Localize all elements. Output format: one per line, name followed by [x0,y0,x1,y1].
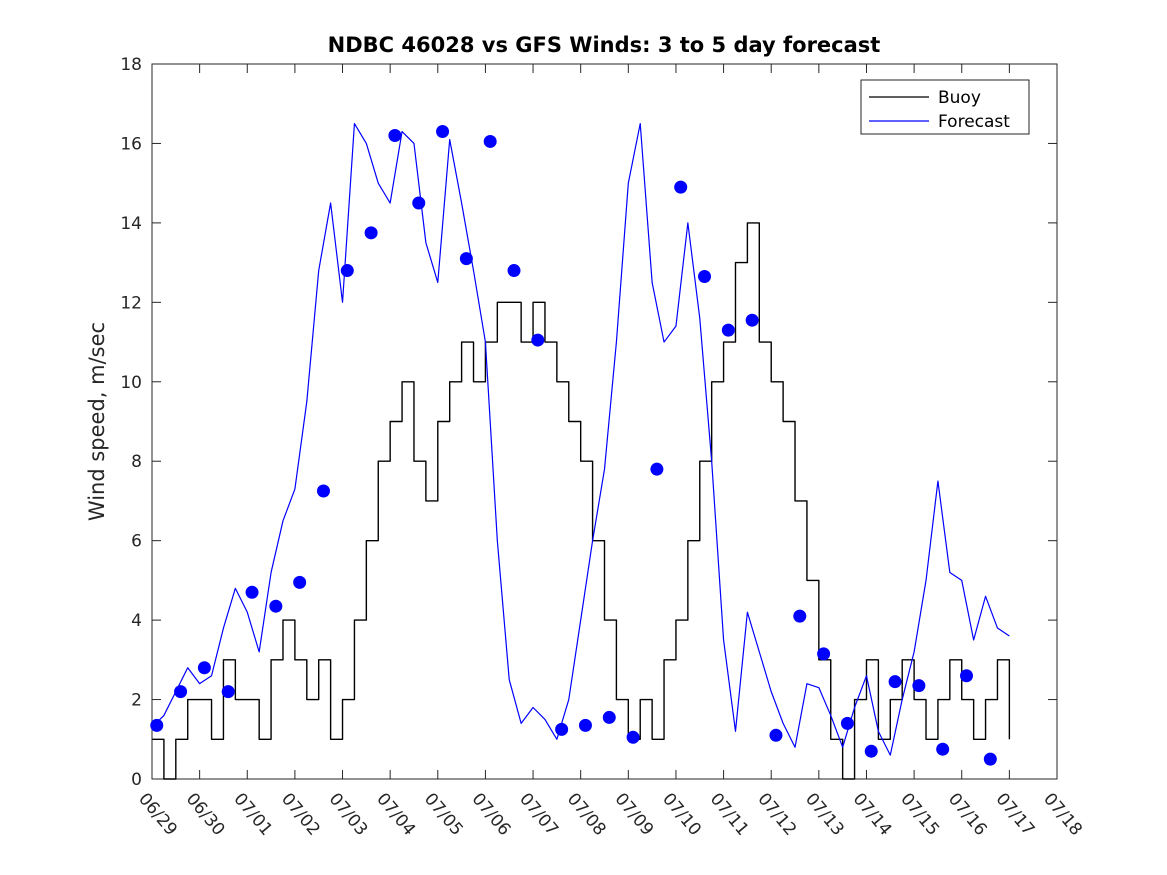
x-tick-label: 06/30 [182,789,229,839]
x-tick-label: 07/15 [896,789,943,839]
x-tick-label: 07/04 [372,789,419,839]
chart-title: NDBC 46028 vs GFS Winds: 3 to 5 day fore… [328,33,881,57]
forecast-marker [245,585,259,599]
axes-box [151,63,1058,780]
x-tick-label: 07/02 [277,789,324,839]
x-tick-label: 07/18 [1039,789,1086,839]
forecast-marker [864,744,878,758]
forecast-marker [150,718,164,732]
y-tick-label: 4 [131,611,142,631]
forecast-marker [793,609,807,623]
legend-label-buoy: Buoy [938,88,981,108]
y-axis-label: Wind speed, m/sec [85,322,109,521]
forecast-marker [602,710,616,724]
forecast-marker [197,661,211,675]
x-tick-label: 06/29 [134,789,181,839]
forecast-marker [769,728,783,742]
forecast-marker [459,252,473,266]
forecast-marker [269,599,283,613]
y-tick-label: 0 [131,770,142,790]
forecast-marker [531,333,545,347]
x-tick-label: 07/17 [992,789,1039,839]
forecast-marker [578,718,592,732]
y-tick-label: 8 [131,452,142,472]
x-tick-label: 07/01 [229,789,276,839]
forecast-marker [650,462,664,476]
forecast-marker [507,264,521,278]
forecast-marker [674,180,688,194]
forecast-marker [840,716,854,730]
x-tick-label: 07/08 [563,789,610,839]
forecast-marker [412,196,426,210]
forecast-marker [698,270,712,284]
x-tick-label: 07/12 [753,789,800,839]
forecast-marker [436,125,450,139]
forecast-marker [960,669,973,683]
series-line-buoy [152,222,1011,780]
forecast-marker [174,685,188,699]
y-tick-label: 10 [120,373,142,393]
y-tick-label: 12 [120,293,142,313]
legend-box [860,79,1030,135]
forecast-marker [364,226,378,240]
forecast-marker [817,647,831,661]
forecast-marker [721,323,735,337]
legend-label-forecast: Forecast [938,112,1010,132]
y-tick-label: 18 [120,55,142,75]
forecast-marker [483,134,497,148]
x-tick-label: 07/07 [515,789,562,839]
y-tick-label: 2 [131,691,142,711]
x-tick-label: 07/03 [325,789,372,839]
y-axis: 0 2 4 6 8 10 12 14 16 18 [120,55,1057,790]
forecast-marker [983,752,997,766]
forecast-marker [936,742,950,756]
legend: Buoy Forecast [860,79,1030,135]
series-line-forecast [151,122,1010,756]
x-tick-label: 07/16 [944,789,991,839]
x-tick-label: 07/11 [706,789,753,839]
y-tick-label: 14 [120,214,142,234]
forecast-marker [745,313,759,327]
forecast-marker [316,484,330,498]
forecast-marker [340,264,354,278]
forecast-marker [626,730,640,744]
x-tick-label: 07/09 [610,789,657,839]
forecast-marker [888,675,902,689]
x-tick-label: 07/05 [420,789,467,839]
forecast-marker [293,575,307,589]
forecast-marker [221,685,235,699]
forecast-marker [555,722,569,736]
forecast-marker [912,679,926,693]
x-tick-label: 07/13 [801,789,848,839]
y-tick-label: 16 [120,134,142,154]
forecast-marker [388,129,402,142]
x-tick-label: 07/06 [468,789,515,839]
plot-area [150,63,1058,780]
y-tick-label: 6 [131,532,142,552]
x-tick-label: 07/14 [849,789,896,839]
x-tick-label: 07/10 [658,789,705,839]
